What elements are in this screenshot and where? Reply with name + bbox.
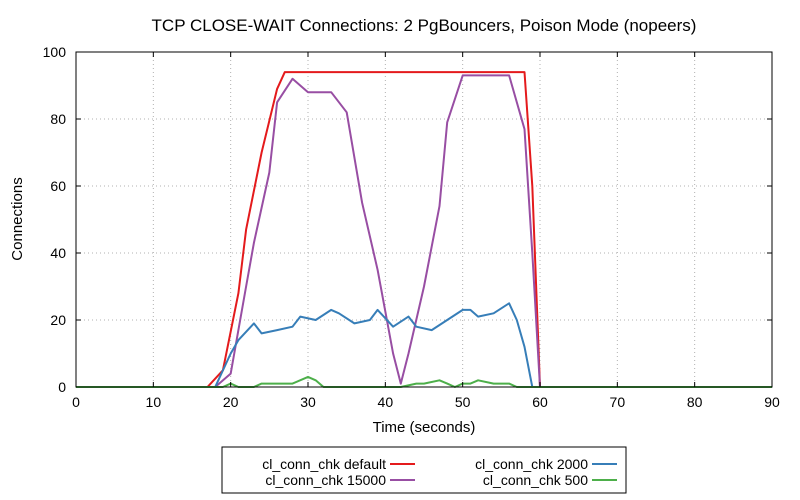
x-tick-label: 40 [378, 394, 394, 410]
x-tick-label: 80 [687, 394, 703, 410]
y-tick-label: 100 [43, 44, 67, 60]
x-tick-label: 0 [72, 394, 80, 410]
legend-box [221, 446, 627, 494]
legend-label: cl_conn_chk 500 [483, 472, 588, 488]
y-tick-label: 60 [50, 178, 66, 194]
x-tick-label: 60 [532, 394, 548, 410]
chart-title: TCP CLOSE-WAIT Connections: 2 PgBouncers… [152, 16, 697, 35]
x-tick-label: 30 [300, 394, 316, 410]
x-tick-label: 20 [223, 394, 239, 410]
series-line-1 [76, 74, 772, 388]
y-tick-label: 0 [58, 379, 66, 395]
grid [76, 52, 772, 387]
y-axis-label: Connections [9, 177, 26, 260]
series-lines [76, 71, 772, 388]
axis-ticks: 0 10 20 30 40 50 60 70 80 90 0 20 40 60 80 100 [43, 44, 780, 410]
y-tick-label: 40 [50, 245, 66, 261]
plot-frame [75, 51, 773, 388]
legend-label: cl_conn_chk 15000 [265, 472, 386, 488]
legend-label: cl_conn_chk 2000 [475, 456, 588, 472]
x-tick-label: 50 [455, 394, 471, 410]
x-tick-label: 90 [764, 394, 780, 410]
y-tick-label: 80 [50, 111, 66, 127]
series-line-0 [76, 71, 772, 388]
legend-label: cl_conn_chk default [262, 456, 386, 472]
x-tick-label: 70 [610, 394, 626, 410]
x-tick-label: 10 [146, 394, 162, 410]
y-tick-label: 20 [50, 312, 66, 328]
series-line-2 [76, 302, 772, 388]
x-axis-label: Time (seconds) [373, 419, 476, 436]
series-line-3 [76, 375, 772, 388]
